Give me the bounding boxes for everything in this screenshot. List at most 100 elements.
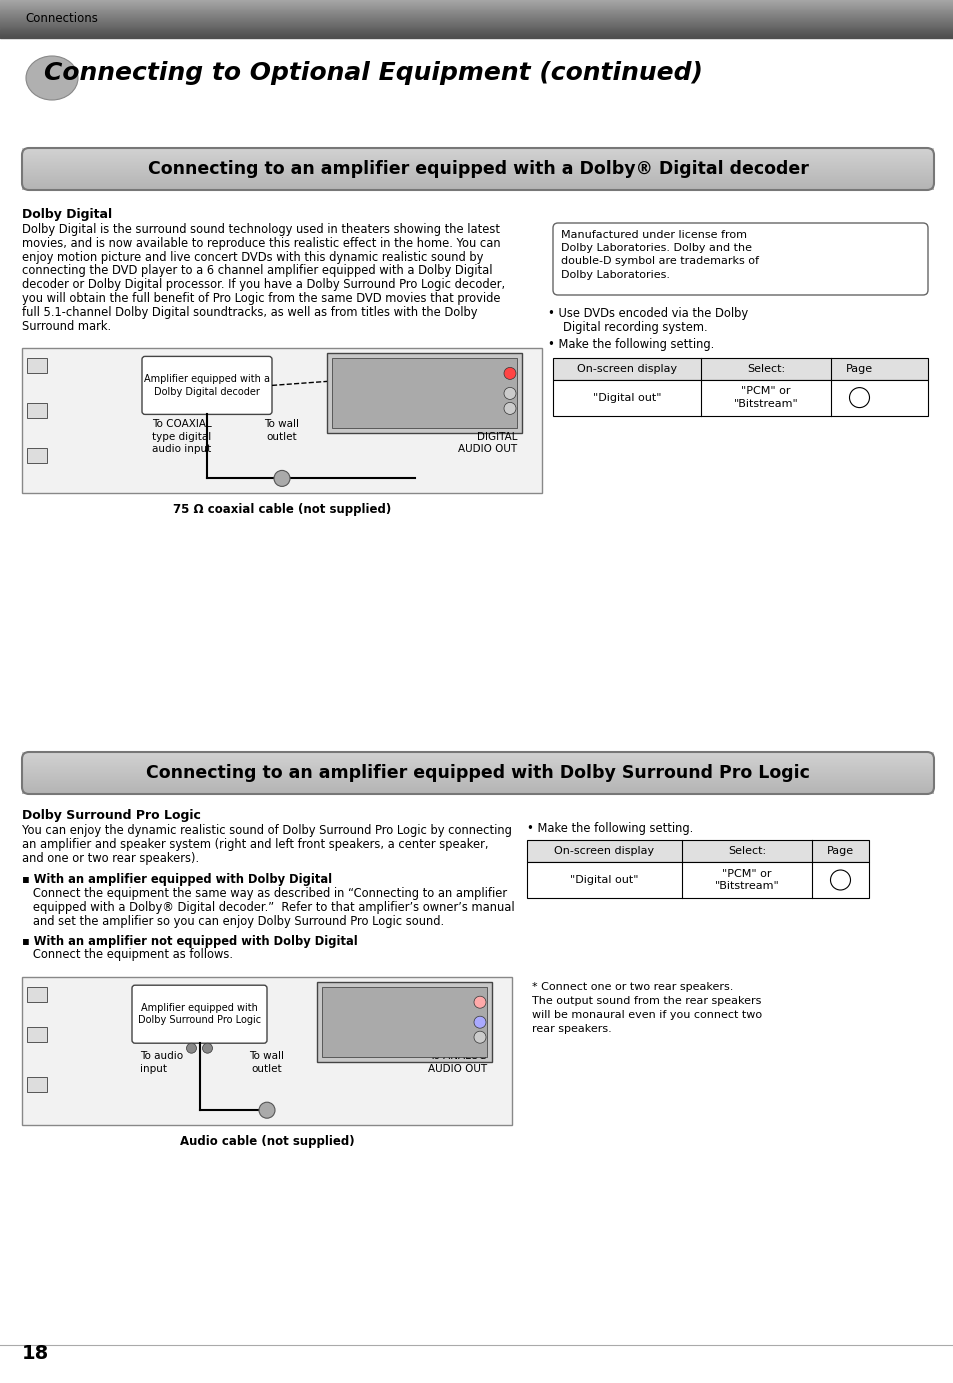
Bar [22,768,933,769]
Bar [27,404,47,419]
Bar [22,178,933,180]
Bar [22,772,933,773]
Bar [22,163,933,165]
Bar [22,159,933,160]
Circle shape [258,1102,274,1119]
Bar [22,176,933,177]
Bar [22,754,933,755]
Text: ▪ With an amplifier not equipped with Dolby Digital: ▪ With an amplifier not equipped with Do… [22,935,357,947]
Text: • Make the following setting.: • Make the following setting. [547,337,714,351]
Text: Page: Page [845,364,872,373]
Bar [22,171,933,173]
Bar [22,761,933,762]
Text: will be monaural even if you connect two: will be monaural even if you connect two [532,1010,761,1019]
Circle shape [848,387,868,408]
Text: Dolby Digital: Dolby Digital [22,207,112,221]
Bar [22,757,933,758]
Bar [22,784,933,786]
Circle shape [503,402,516,415]
FancyBboxPatch shape [553,223,927,295]
Bar [22,788,933,790]
Text: Dolby Digital is the surround sound technology used in theaters showing the late: Dolby Digital is the surround sound tech… [22,223,499,236]
Bar [27,1028,47,1043]
Text: Page: Page [826,846,853,856]
Bar [22,181,933,183]
Circle shape [503,368,516,379]
Bar [22,188,933,189]
Text: an amplifier and speaker system (right and left front speakers, a center speaker: an amplifier and speaker system (right a… [22,838,488,851]
Bar [22,779,933,780]
Text: "PCM" or
"Bitstream": "PCM" or "Bitstream" [733,386,798,409]
Bar [22,769,933,770]
Circle shape [474,1017,485,1028]
Text: Amplifier equipped with
Dolby Surround Pro Logic: Amplifier equipped with Dolby Surround P… [138,1003,261,1025]
Text: On-screen display: On-screen display [577,364,677,373]
Text: "PCM" or
"Bitstream": "PCM" or "Bitstream" [714,869,779,891]
Text: • Use DVDs encoded via the Dolby: • Use DVDs encoded via the Dolby [547,307,747,319]
Text: and set the amplifier so you can enjoy Dolby Surround Pro Logic sound.: and set the amplifier so you can enjoy D… [22,914,444,928]
Bar [22,770,933,772]
Text: Dolby Surround Pro Logic: Dolby Surround Pro Logic [22,809,201,822]
Bar [22,183,933,184]
Text: Surround mark.: Surround mark. [22,319,111,332]
Bar [327,354,521,433]
Bar [22,149,933,151]
Bar [22,180,933,181]
FancyBboxPatch shape [132,985,267,1043]
Text: decoder or Dolby Digital processor. If you have a Dolby Surround Pro Logic decod: decoder or Dolby Digital processor. If y… [22,278,504,292]
Text: and one or two rear speakers).: and one or two rear speakers). [22,852,199,864]
Text: full 5.1-channel Dolby Digital soundtracks, as well as from titles with the Dolb: full 5.1-channel Dolby Digital soundtrac… [22,306,477,319]
Bar [22,154,933,155]
Bar [22,759,933,761]
Bar [22,166,933,167]
Text: equipped with a Dolby® Digital decoder.”  Refer to that amplifier’s owner’s manu: equipped with a Dolby® Digital decoder.”… [22,900,514,914]
Text: "Digital out": "Digital out" [592,393,660,402]
Text: To wall
outlet: To wall outlet [264,419,299,441]
Text: To COAXIAL
DIGITAL
AUDIO OUT: To COAXIAL DIGITAL AUDIO OUT [456,419,517,454]
Bar [22,170,933,171]
Bar [22,791,933,792]
Text: * Connect one or two rear speakers.: * Connect one or two rear speakers. [532,982,733,992]
Bar [22,978,512,1126]
Text: ▪ With an amplifier equipped with Dolby Digital: ▪ With an amplifier equipped with Dolby … [22,874,332,887]
Text: you will obtain the full benefit of Pro Logic from the same DVD movies that prov: you will obtain the full benefit of Pro … [22,292,500,306]
Bar [22,167,933,169]
Text: Connections: Connections [25,12,98,25]
Bar [22,184,933,185]
Text: To wall
outlet: To wall outlet [250,1051,284,1073]
Bar [22,787,933,788]
Circle shape [202,1043,213,1054]
Bar [22,169,933,170]
Bar [27,358,47,373]
Bar [22,786,933,787]
Bar [22,762,933,763]
FancyBboxPatch shape [142,357,272,415]
Bar [322,987,486,1057]
Bar [22,158,933,159]
Text: Connect the equipment the same way as described in “Connecting to an amplifier: Connect the equipment the same way as de… [22,888,507,900]
Bar [22,349,541,494]
Bar [22,758,933,759]
Bar [22,752,933,754]
Text: 25›: 25› [830,875,849,885]
Text: rear speakers.: rear speakers. [532,1023,611,1033]
Bar [22,173,933,174]
Text: Connecting to an amplifier equipped with Dolby Surround Pro Logic: Connecting to an amplifier equipped with… [146,763,809,781]
Text: Manufactured under license from
Dolby Laboratories. Dolby and the
double-D symbo: Manufactured under license from Dolby La… [560,230,759,279]
Text: Select:: Select: [727,846,765,856]
Bar [22,151,933,152]
Bar [22,152,933,154]
Text: On-screen display: On-screen display [554,846,654,856]
Ellipse shape [26,55,78,100]
Bar [22,187,933,188]
Bar [22,156,933,158]
Bar [22,185,933,187]
Text: Digital recording system.: Digital recording system. [562,321,707,333]
Circle shape [474,1032,485,1043]
Text: enjoy motion picture and live concert DVDs with this dynamic realistic sound by: enjoy motion picture and live concert DV… [22,250,483,264]
Text: Connecting to an amplifier equipped with a Dolby® Digital decoder: Connecting to an amplifier equipped with… [148,160,807,178]
Bar [22,774,933,776]
Bar [22,780,933,781]
Text: 25›: 25› [849,393,868,402]
Bar [553,379,927,416]
